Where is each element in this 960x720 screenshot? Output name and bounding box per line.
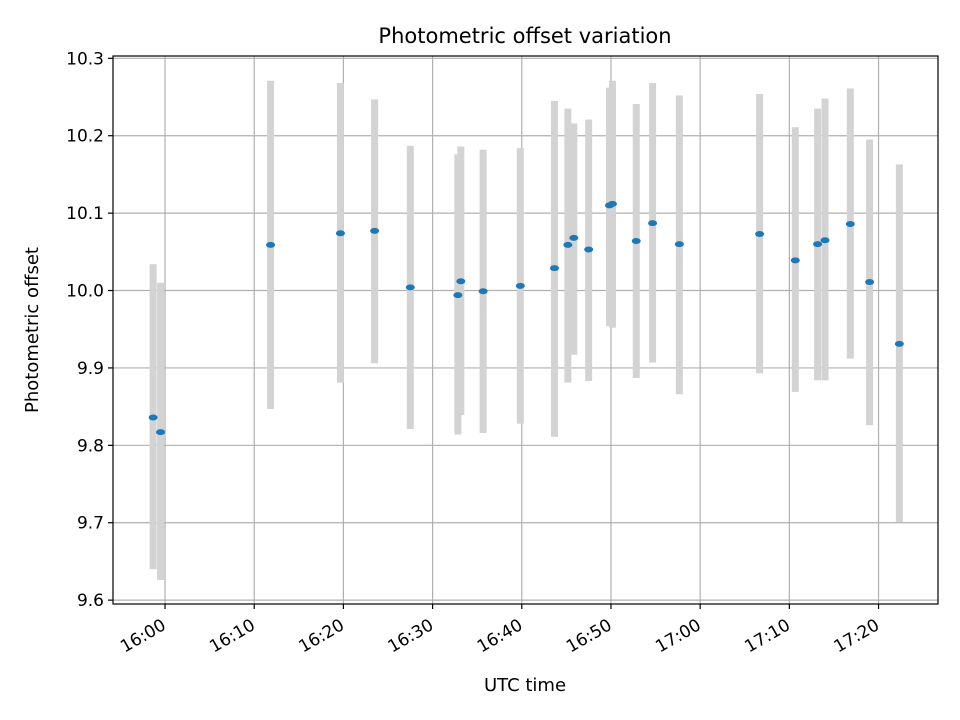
data-point bbox=[631, 237, 641, 244]
data-point bbox=[607, 200, 617, 207]
y-axis-ticks: 9.6 9.7 9.8 9.9 10.0 10.1 10.2 10.3 bbox=[66, 49, 113, 611]
data-point bbox=[515, 282, 525, 289]
data-point bbox=[478, 288, 488, 295]
data-points bbox=[148, 200, 904, 436]
data-point bbox=[549, 265, 559, 272]
y-tick-label: 9.6 bbox=[77, 591, 104, 611]
data-point bbox=[156, 429, 166, 436]
data-point bbox=[755, 231, 765, 238]
data-point bbox=[813, 241, 823, 248]
y-tick-label: 10.0 bbox=[66, 282, 104, 302]
y-tick-label: 10.3 bbox=[66, 49, 104, 69]
data-point bbox=[563, 241, 573, 248]
axes-frame bbox=[112, 55, 939, 605]
data-point bbox=[820, 237, 830, 244]
y-tick-label: 9.8 bbox=[77, 436, 104, 456]
data-point bbox=[584, 246, 594, 253]
data-point bbox=[335, 230, 345, 237]
chart-title: Photometric offset variation bbox=[378, 24, 671, 48]
y-tick-label: 10.2 bbox=[66, 127, 104, 147]
data-point bbox=[453, 292, 463, 299]
data-point bbox=[648, 220, 658, 227]
y-axis-label: Photometric offset bbox=[22, 247, 43, 413]
data-point bbox=[790, 257, 800, 264]
y-tick-label: 9.7 bbox=[77, 514, 104, 534]
y-tick-label: 10.1 bbox=[66, 204, 104, 224]
data-point bbox=[569, 234, 579, 241]
data-point bbox=[370, 227, 380, 234]
data-point bbox=[865, 279, 875, 286]
data-point bbox=[266, 241, 276, 248]
data-point bbox=[456, 278, 466, 285]
data-point bbox=[148, 414, 158, 421]
y-tick-label: 9.9 bbox=[77, 359, 104, 379]
data-point bbox=[894, 340, 904, 347]
data-point bbox=[674, 241, 684, 248]
x-axis-label: UTC time bbox=[484, 675, 566, 696]
data-point bbox=[405, 284, 415, 291]
data-point bbox=[845, 220, 855, 227]
